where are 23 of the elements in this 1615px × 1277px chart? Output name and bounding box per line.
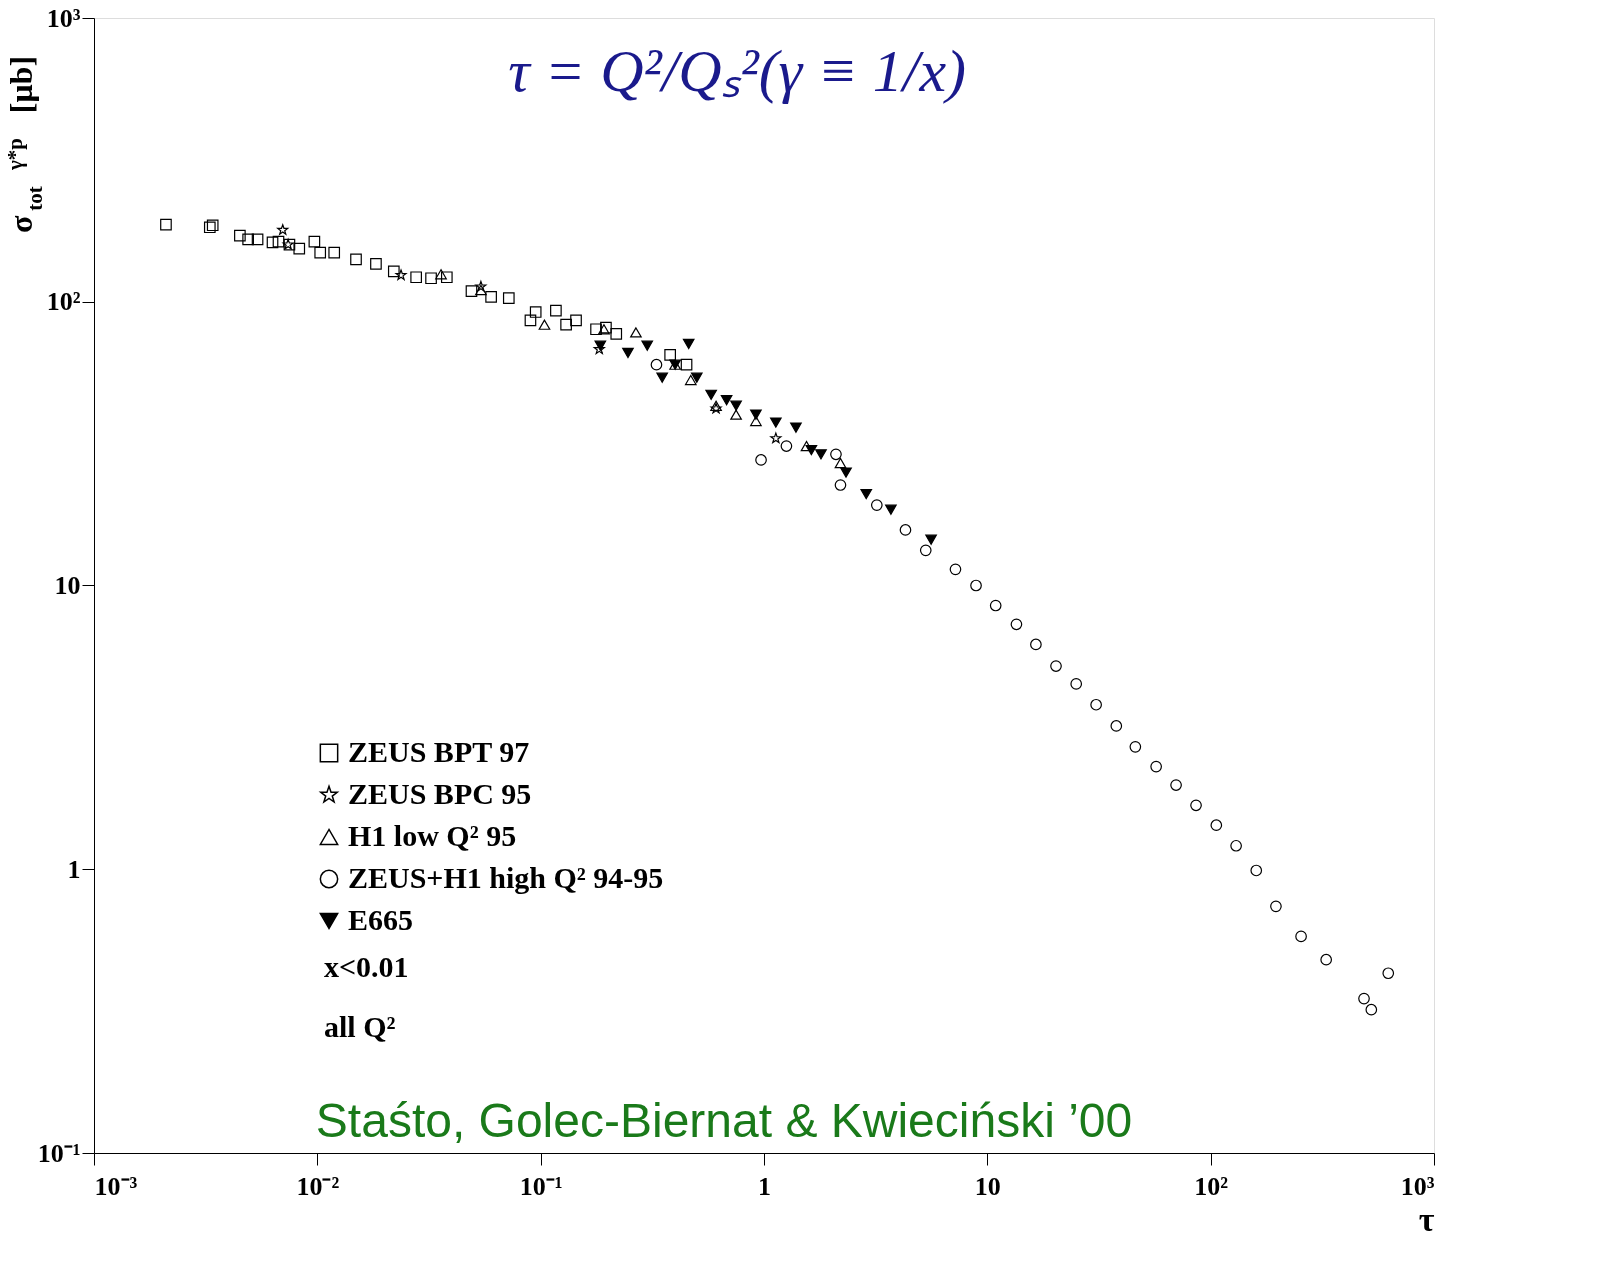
annotation: all Q² <box>324 1010 396 1043</box>
annotation: x<0.01 <box>324 950 409 983</box>
legend-label: E665 <box>348 903 414 936</box>
x-tick-label: 10⁻² <box>296 1171 340 1201</box>
legend-label: ZEUS BPT 97 <box>348 735 530 768</box>
x-tick-label: 10⁻¹ <box>519 1171 563 1201</box>
chart-title: τ = Q²/Qₛ²(γ ≡ 1/x) <box>508 38 967 104</box>
legend-label: ZEUS+H1 high Q² 94-95 <box>348 861 664 894</box>
y-axis-title: σtotγ*p [μb] <box>3 55 47 233</box>
y-tick-label: 1 <box>67 854 81 884</box>
x-tick-label: 10⁻³ <box>94 1171 138 1201</box>
y-tick-label: 10⁻¹ <box>37 1138 81 1168</box>
annotation: Staśto, Golec-Biernat & Kwieciński ’00 <box>315 1094 1133 1147</box>
legend-label: H1 low Q² 95 <box>348 819 517 852</box>
y-tick-label: 10 <box>54 571 81 600</box>
y-tick-label: 10² <box>46 287 81 317</box>
legend-label: ZEUS BPC 95 <box>348 777 532 810</box>
y-tick-label: 10³ <box>46 3 81 33</box>
x-tick-label: 1 <box>758 1171 771 1201</box>
x-tick-label: 10² <box>1194 1171 1229 1201</box>
x-tick-label: 10³ <box>1400 1171 1435 1201</box>
x-axis-title: τ <box>1418 1200 1435 1238</box>
x-tick-label: 10 <box>974 1171 1001 1201</box>
